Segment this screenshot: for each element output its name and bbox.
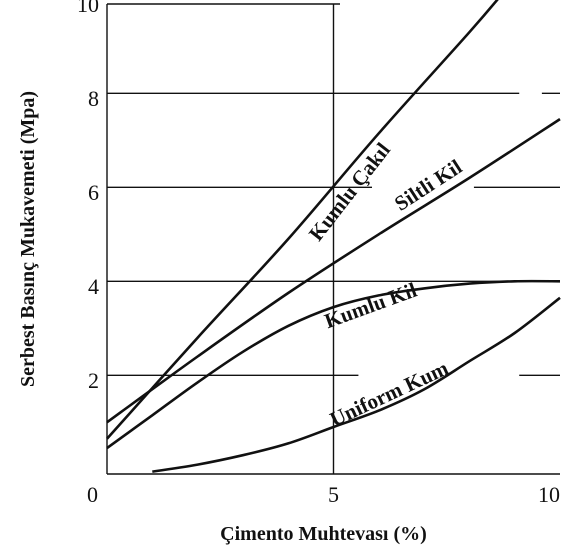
x-axis-title: Çimento Muhtevası (%) — [220, 523, 427, 545]
x-tick-label: 10 — [538, 482, 560, 507]
series-label-uniform-kum: Uniform Kum — [326, 356, 452, 432]
series-label-kumlu-kil: Kumlu Kil — [321, 278, 420, 334]
series-line-3 — [152, 296, 561, 473]
series-line-2 — [106, 279, 561, 450]
series-label-kumlu-cakil: Kumlu Çakıl — [304, 138, 395, 245]
y-tick-label: 4 — [88, 274, 99, 299]
y-tick-label: 8 — [88, 86, 99, 111]
series-line-1 — [106, 118, 561, 424]
y-tick-label: 6 — [88, 180, 99, 205]
series-label-siltli-kil: Siltli Kil — [390, 154, 466, 215]
x-tick-label: 0 — [87, 482, 98, 507]
series-line-0 — [106, 0, 499, 440]
y-tick-label: 2 — [88, 368, 99, 393]
y-axis-title: Serbest Basınç Mukavemeti (Mpa) — [17, 91, 39, 387]
y-tick-label: 10 — [77, 0, 99, 17]
x-tick-label: 5 — [328, 482, 339, 507]
